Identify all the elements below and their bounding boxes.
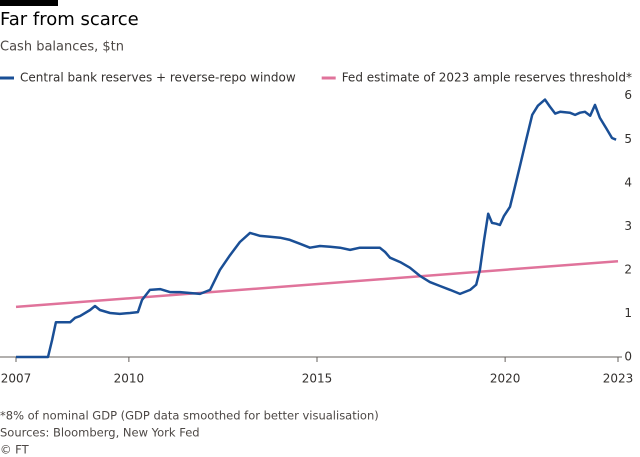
legend-label: Fed estimate of 2023 ample reserves thre…: [342, 71, 632, 85]
brand-bar: [0, 0, 58, 6]
y-tick-label: 5: [624, 132, 632, 146]
y-tick-label: 3: [624, 219, 632, 233]
y-tick-label: 6: [624, 88, 632, 102]
footnote: *8% of nominal GDP (GDP data smoothed fo…: [0, 409, 379, 423]
legend-label: Central bank reserves + reverse-repo win…: [20, 71, 296, 85]
y-tick-label: 4: [624, 175, 632, 189]
y-tick-label: 1: [624, 306, 632, 320]
x-tick-label: 2015: [302, 372, 333, 386]
credit: © FT: [0, 443, 30, 457]
source: Sources: Bloomberg, New York Fed: [0, 426, 200, 440]
series-line: [16, 98, 617, 359]
x-tick-label: 2010: [114, 372, 145, 386]
x-tick-label: 2020: [490, 372, 521, 386]
series-line: [15, 259, 619, 309]
y-tick-label: 2: [624, 262, 632, 276]
y-tick-label: 0: [624, 350, 632, 364]
chart-title: Far from scarce: [0, 9, 139, 30]
chart-subtitle: Cash balances, $tn: [0, 40, 124, 55]
x-tick-label: 2023: [603, 372, 634, 386]
x-tick-label: 2007: [1, 372, 32, 386]
